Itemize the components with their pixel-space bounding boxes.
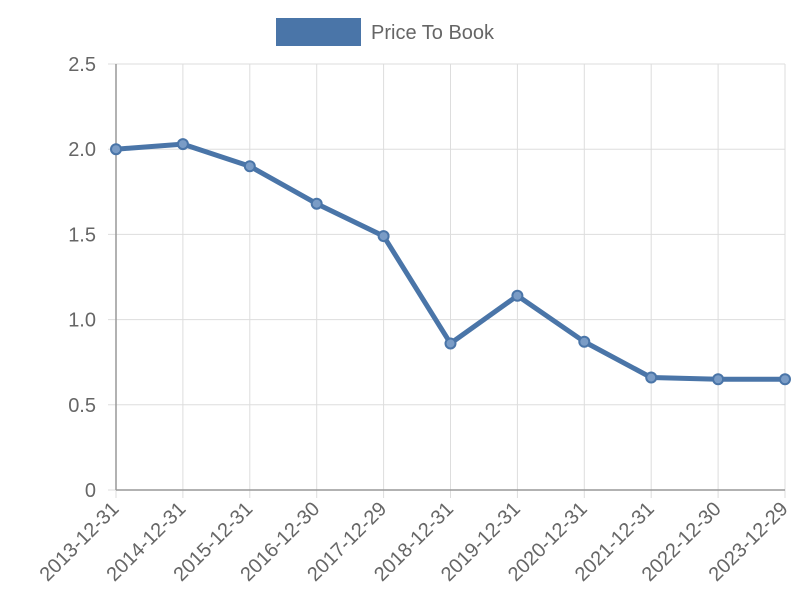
data-point [110,143,122,156]
legend-swatch [276,18,361,46]
y-tick-label: 0 [85,480,96,502]
data-point [779,373,791,386]
data-point [310,197,323,210]
legend-label: Price To Book [371,22,495,44]
data-point [712,373,725,386]
data-point [444,337,457,350]
y-tick-label: 0.5 [68,395,96,417]
y-tick-label: 1.0 [68,310,96,332]
y-tick-label: 2.5 [68,54,96,76]
data-point [243,160,256,173]
y-tick-label: 1.5 [68,224,96,246]
data-point [176,138,189,151]
data-point [511,289,524,302]
data-point [377,230,390,243]
data-point [645,371,658,384]
data-point [578,335,591,348]
y-tick-label: 2.0 [68,139,96,161]
